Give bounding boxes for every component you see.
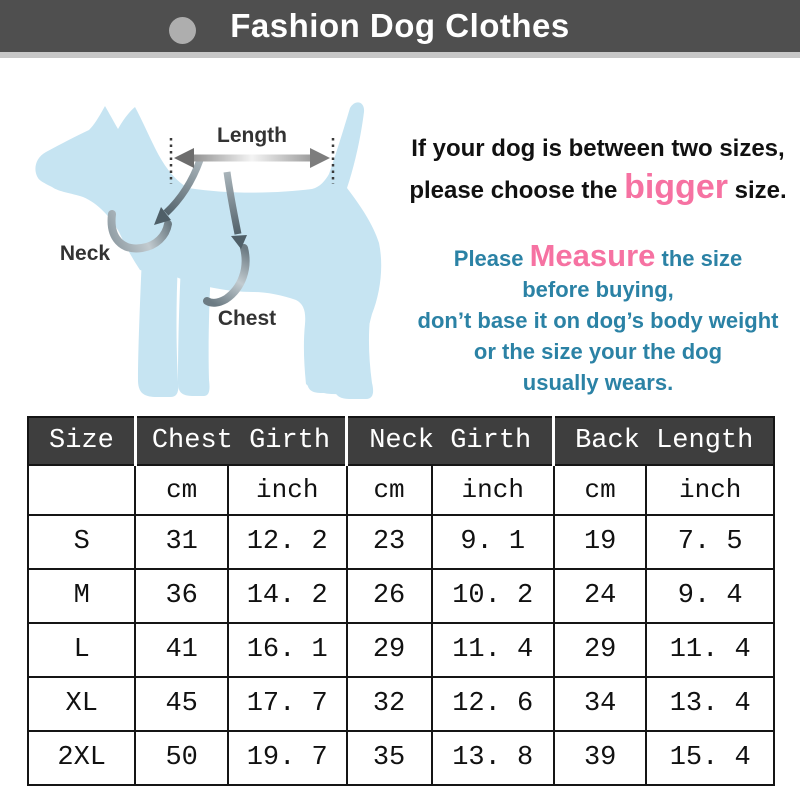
value-cell: 23 <box>345 514 433 570</box>
length-arrow-icon <box>169 138 335 184</box>
value-cell: 41 <box>134 622 229 678</box>
value-cell: 11. 4 <box>645 622 775 678</box>
bullet-dot-icon <box>169 17 196 44</box>
chest-label: Chest <box>218 307 276 330</box>
value-cell: 26 <box>345 568 433 624</box>
measure-advice-note: Please Measure the size before buying, d… <box>396 240 800 398</box>
col-header-neck-girth: Neck Girth <box>345 416 556 466</box>
size-table-body: cm inch cm inch cm inch S 31 12. 2 23 9. 1 19… <box>26 464 775 786</box>
size-cell: S <box>26 514 137 570</box>
value-cell: 7. 5 <box>645 514 775 570</box>
value-cell: 15. 4 <box>645 730 775 786</box>
value-cell: 19. 7 <box>226 730 348 786</box>
value-cell: 24 <box>552 568 648 624</box>
length-label: Length <box>217 124 287 147</box>
neck-arrow-icon <box>107 158 204 253</box>
value-cell: 13. 4 <box>645 676 775 732</box>
value-cell: 14. 2 <box>226 568 348 624</box>
value-cell: 17. 7 <box>226 676 348 732</box>
measure-advice-line3: don’t base it on dog’s body weight <box>417 308 779 333</box>
value-cell: 13. 8 <box>430 730 555 786</box>
size-cell: 2XL <box>26 730 137 786</box>
value-cell: 32 <box>345 676 433 732</box>
measure-advice-line4: or the size your the dog <box>473 339 723 364</box>
unit-cell: cm <box>134 464 229 516</box>
value-cell: 50 <box>134 730 229 786</box>
value-cell: 12. 2 <box>226 514 348 570</box>
size-cell: M <box>26 568 137 624</box>
table-units-row: cm inch cm inch cm inch <box>26 464 775 516</box>
value-cell: 9. 1 <box>430 514 555 570</box>
measure-advice-line2: before buying, <box>522 277 674 302</box>
col-header-back-length: Back Length <box>552 416 776 466</box>
chest-arrow-icon <box>203 171 250 307</box>
col-header-size: Size <box>26 416 137 466</box>
size-cell: L <box>26 622 137 678</box>
size-cell: XL <box>26 676 137 732</box>
unit-cell: inch <box>226 464 348 516</box>
table-row: XL 45 17. 7 32 12. 6 34 13. 4 <box>26 676 775 732</box>
empty-cell <box>26 464 137 516</box>
unit-cell: inch <box>430 464 555 516</box>
bigger-highlight: bigger <box>624 168 728 206</box>
size-advice-line2: please choose the bigger size. <box>409 168 787 206</box>
table-row: L 41 16. 1 29 11. 4 29 11. 4 <box>26 622 775 678</box>
table-row: 2XL 50 19. 7 35 13. 8 39 15. 4 <box>26 730 775 786</box>
measure-highlight: Measure <box>529 238 656 273</box>
table-header-row: Size Chest Girth Neck Girth Back Length <box>26 416 776 466</box>
size-advice-line1: If your dog is between two sizes, <box>411 135 785 162</box>
unit-cell: cm <box>345 464 433 516</box>
value-cell: 10. 2 <box>430 568 555 624</box>
value-cell: 16. 1 <box>226 622 348 678</box>
value-cell: 11. 4 <box>430 622 555 678</box>
value-cell: 19 <box>552 514 648 570</box>
measure-advice-line1: Please Measure the size <box>453 238 743 273</box>
size-advice-note: If your dog is between two sizes, please… <box>396 130 800 210</box>
value-cell: 35 <box>345 730 433 786</box>
unit-cell: cm <box>552 464 648 516</box>
value-cell: 9. 4 <box>645 568 775 624</box>
table-row: M 36 14. 2 26 10. 2 24 9. 4 <box>26 568 775 624</box>
value-cell: 29 <box>345 622 433 678</box>
size-table: Size Chest Girth Neck Girth Back Length … <box>26 416 776 786</box>
value-cell: 34 <box>552 676 648 732</box>
header-divider <box>0 52 800 58</box>
unit-cell: inch <box>645 464 775 516</box>
header-bar: Fashion Dog Clothes <box>0 0 800 52</box>
measure-advice-line5: usually wears. <box>522 370 674 395</box>
dog-silhouette-icon: Length Neck Chest <box>35 102 382 399</box>
value-cell: 12. 6 <box>430 676 555 732</box>
page-title: Fashion Dog Clothes <box>230 7 570 44</box>
col-header-chest-girth: Chest Girth <box>133 416 349 466</box>
value-cell: 31 <box>134 514 229 570</box>
value-cell: 36 <box>134 568 229 624</box>
table-row: S 31 12. 2 23 9. 1 19 7. 5 <box>26 514 775 570</box>
neck-label: Neck <box>60 242 111 265</box>
value-cell: 45 <box>134 676 229 732</box>
value-cell: 39 <box>552 730 648 786</box>
dog-measurement-diagram: Length Neck Chest <box>28 96 400 418</box>
value-cell: 29 <box>552 622 648 678</box>
